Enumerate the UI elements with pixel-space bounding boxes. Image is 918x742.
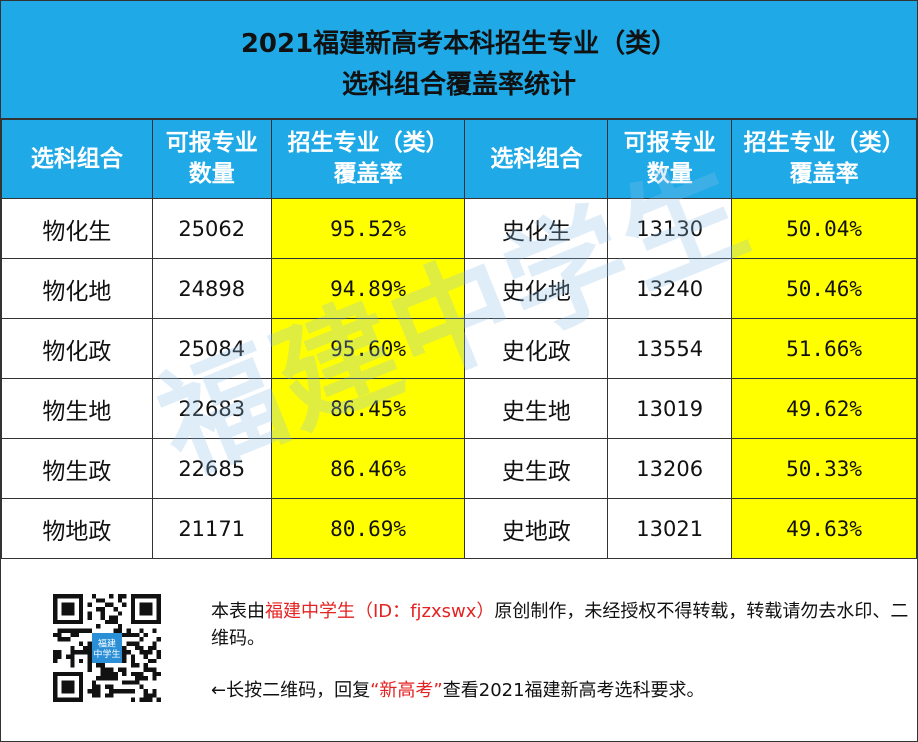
coverage-cell: 80.69%: [270, 498, 466, 559]
combination-cell: 史生地: [464, 378, 609, 439]
coverage-cell: 95.60%: [270, 318, 466, 379]
combination-cell: 物生地: [1, 378, 153, 439]
coverage-table: 选科组合 可报专业 数量 招生专业（类） 覆盖率 选科组合 可报专业 数量 招生专业（…: [1, 119, 917, 559]
coverage-cell: 50.33%: [731, 438, 917, 499]
note-text: 查看2021福建新高考选科要求。: [442, 680, 705, 701]
table-row: 物化生 25062 95.52% 史化生 13130 50.04%: [1, 198, 917, 259]
note-text: 原创制作，未经授权不得转载，转载请勿去水印、二维码。: [211, 601, 909, 649]
footer: 福建 中学生 本表由福建中学生（ID：fjzxswx）原创制作，未经授权不得转载，…: [1, 558, 917, 741]
header-count: 可报专业 数量: [607, 119, 733, 199]
table-header-row: 选科组合 可报专业 数量 招生专业（类） 覆盖率 选科组合 可报专业 数量 招生专业（…: [1, 119, 917, 199]
note-text: ←长按二维码，回复: [211, 680, 371, 701]
count-cell: 13206: [607, 438, 733, 499]
qr-logo-label: 中学生: [93, 648, 120, 660]
table-row: 物生地 22683 86.45% 史生地 13019 49.62%: [1, 378, 917, 439]
combination-cell: 物化地: [1, 258, 153, 319]
count-cell: 22683: [151, 378, 272, 439]
combination-cell: 史化地: [464, 258, 609, 319]
qr-logo: [91, 632, 123, 664]
qr-code: 福建中学生: [53, 594, 161, 702]
combination-cell: 物化政: [1, 318, 153, 379]
table-row: 物化政 25084 95.60% 史化政 13554 51.66%: [1, 318, 917, 379]
header-combination: 选科组合: [464, 119, 609, 199]
coverage-cell: 50.04%: [731, 198, 917, 259]
coverage-cell: 95.52%: [270, 198, 466, 259]
count-cell: 13019: [607, 378, 733, 439]
count-cell: 13021: [607, 498, 733, 559]
combination-cell: 史地政: [464, 498, 609, 559]
coverage-cell: 49.63%: [731, 498, 917, 559]
coverage-cell: 94.89%: [270, 258, 466, 319]
count-cell: 13240: [607, 258, 733, 319]
header-coverage: 招生专业（类） 覆盖率: [731, 119, 917, 199]
title-line-2: 选科组合覆盖率统计: [341, 70, 576, 100]
header-count: 可报专业 数量: [151, 119, 272, 199]
account-link: 福建中学生（ID：fjzxswx）: [265, 601, 495, 622]
count-cell: 21171: [151, 498, 272, 559]
table-row: 物地政 21171 80.69% 史地政 13021 49.63%: [1, 498, 917, 559]
table-row: 物化地 24898 94.89% 史化地 13240 50.46%: [1, 258, 917, 319]
coverage-cell: 86.46%: [270, 438, 466, 499]
header-combination: 选科组合: [1, 119, 153, 199]
combination-cell: 物化生: [1, 198, 153, 259]
table-row: 物生政 22685 86.46% 史生政 13206 50.33%: [1, 438, 917, 499]
count-cell: 25062: [151, 198, 272, 259]
count-cell: 22685: [151, 438, 272, 499]
combination-cell: 物生政: [1, 438, 153, 499]
title-line-1: 2021福建新高考本科招生专业（类）: [240, 29, 678, 59]
coverage-cell: 49.62%: [731, 378, 917, 439]
copyright-note: 本表由福建中学生（ID：fjzxswx）原创制作，未经授权不得转载，转载请勿去水…: [211, 598, 911, 652]
header-coverage: 招生专业（类） 覆盖率: [270, 119, 466, 199]
coverage-cell: 86.45%: [270, 378, 466, 439]
combination-cell: 史生政: [464, 438, 609, 499]
combination-cell: 史化生: [464, 198, 609, 259]
count-cell: 13554: [607, 318, 733, 379]
coverage-cell: 50.46%: [731, 258, 917, 319]
coverage-cell: 51.66%: [731, 318, 917, 379]
combination-cell: 物地政: [1, 498, 153, 559]
combination-cell: 史化政: [464, 318, 609, 379]
qr-instruction: ←长按二维码，回复“新高考”查看2021福建新高考选科要求。: [211, 676, 911, 702]
count-cell: 25084: [151, 318, 272, 379]
qr-logo-label: 福建: [98, 638, 116, 650]
count-cell: 24898: [151, 258, 272, 319]
keyword: “新高考”: [370, 680, 443, 701]
note-text: 本表由: [211, 601, 265, 622]
count-cell: 13130: [607, 198, 733, 259]
title-banner: 2021福建新高考本科招生专业（类） 选科组合覆盖率统计: [1, 1, 917, 119]
